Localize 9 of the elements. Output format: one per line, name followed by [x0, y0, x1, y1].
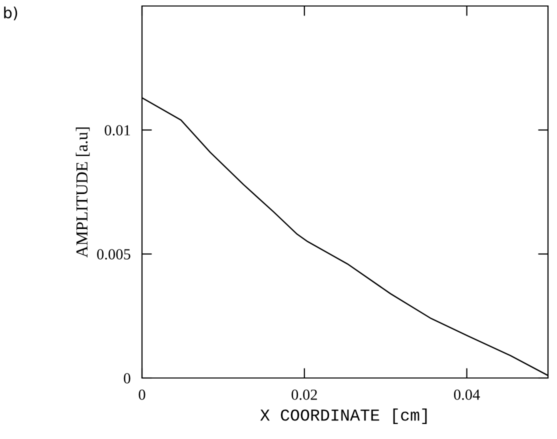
- y-tick-label: 0.005: [97, 249, 130, 260]
- y-tick-label: 0: [124, 373, 130, 384]
- text: b): [4, 6, 18, 20]
- x-tick-label: 0.04: [454, 390, 480, 400]
- x-tick-label: 0: [138, 390, 146, 400]
- x-axis-title: X COORDINATE [cm]: [260, 408, 427, 424]
- x-tick-label: 0.02: [292, 390, 317, 400]
- y-axis-title: AMPLITUDE [a.u]: [76, 128, 90, 258]
- y-tick-label: 0.01: [104, 125, 130, 136]
